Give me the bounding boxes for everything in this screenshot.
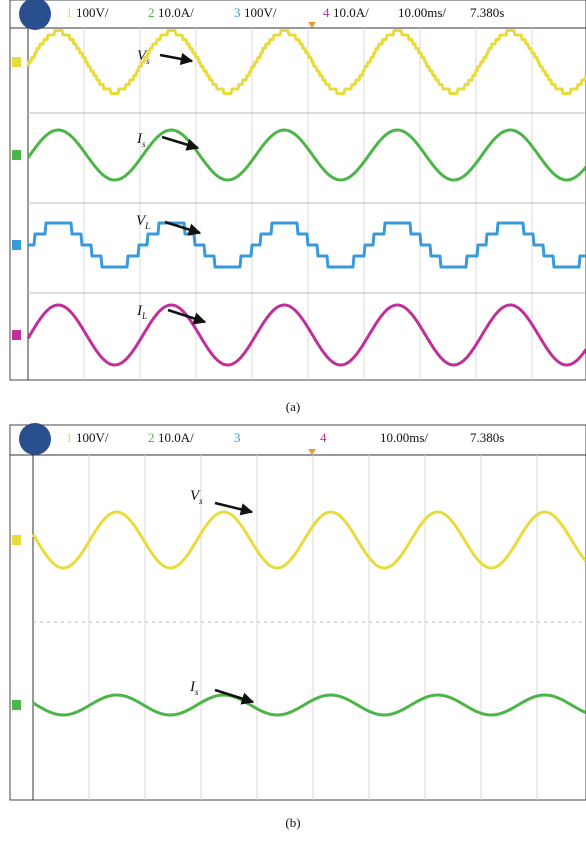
timebase: 10.00ms/: [398, 5, 446, 20]
channel-number: 1: [66, 5, 73, 20]
channel-number: 3: [234, 430, 241, 445]
label-sub: s: [142, 139, 146, 149]
time-position: 7.380s: [470, 430, 504, 445]
channel-number: 2: [148, 5, 155, 20]
label-sub: s: [146, 56, 150, 66]
label-sub: L: [144, 221, 150, 231]
channel-scale: 10.0A/: [158, 5, 194, 20]
channel-number: 3: [234, 5, 241, 20]
channel-scale: 10.0A/: [333, 5, 369, 20]
channel-number: 1: [66, 430, 73, 445]
channel-number: 4: [323, 5, 330, 20]
channel-marker: [12, 535, 21, 545]
label-sub: s: [199, 496, 203, 506]
channel-number: 4: [320, 430, 327, 445]
scope-frame: [10, 425, 586, 800]
channel-scale: 100V/: [244, 5, 277, 20]
channel-marker: [12, 330, 21, 340]
figure: 1100V/210.0A/3100V/410.0A/10.00ms/7.380s…: [0, 0, 586, 844]
timebase: 10.00ms/: [380, 430, 428, 445]
label-sub: L: [141, 311, 147, 321]
channel-scale: 100V/: [76, 5, 109, 20]
channel-number: 2: [148, 430, 155, 445]
panel-caption: (b): [285, 815, 300, 830]
time-position: 7.380s: [470, 5, 504, 20]
channel-marker: [12, 57, 21, 67]
channel-marker: [12, 240, 21, 250]
channel-scale: 10.0A/: [158, 430, 194, 445]
channel-scale: 100V/: [76, 430, 109, 445]
channel-marker: [12, 700, 21, 710]
panel-caption: (a): [286, 399, 300, 414]
channel-marker: [12, 150, 21, 160]
page: 1100V/210.0A/3100V/410.0A/10.00ms/7.380s…: [0, 0, 586, 844]
scope-logo: [19, 423, 51, 455]
scope-frame: [10, 0, 586, 380]
label-sub: s: [195, 687, 199, 697]
